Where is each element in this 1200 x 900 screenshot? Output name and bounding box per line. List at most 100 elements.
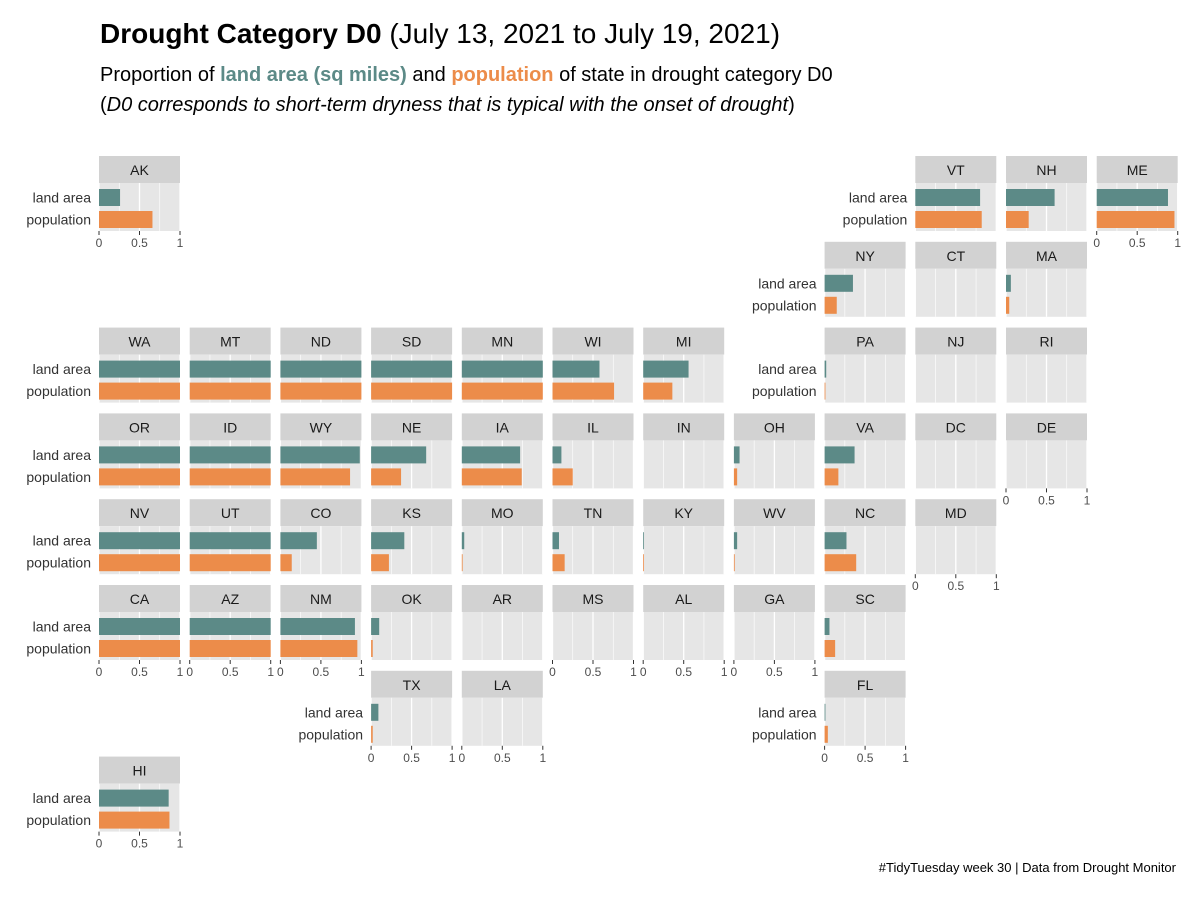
subtitle-part1: Proportion of	[100, 64, 221, 86]
strip-label-tn: TN	[584, 505, 603, 521]
bar-land-area-id	[189, 446, 271, 464]
bar-land-area-nc	[824, 532, 847, 550]
x-tick-label-tx-1: 0.5	[403, 751, 420, 765]
subtitle-part3: of state in drought category D0	[553, 64, 833, 86]
bar-population-nc	[824, 554, 857, 572]
x-tick-label-la-1: 0.5	[494, 751, 511, 765]
strip-label-ga: GA	[764, 591, 785, 607]
strip-label-ct: CT	[946, 248, 965, 264]
x-tick-label-hi-2: 1	[177, 837, 184, 851]
strip-md	[915, 499, 997, 527]
strip-sd	[371, 327, 453, 355]
bar-population-nh	[1006, 211, 1029, 228]
bar-land-area-nm	[280, 618, 355, 635]
bar-land-area-wv	[733, 532, 738, 550]
bar-land-area-hi	[99, 789, 169, 807]
strip-label-ky: KY	[674, 505, 693, 521]
x-tick-label-nm-1: 0.5	[313, 665, 330, 679]
bar-population-tx	[371, 725, 373, 743]
chart-subtitle: Proportion of land area (sq miles) and p…	[100, 64, 833, 87]
strip-wi	[552, 327, 634, 355]
bar-population-ma	[1006, 296, 1010, 314]
bar-land-area-wi	[552, 360, 600, 378]
strip-al	[643, 585, 725, 612]
strip-label-ne: NE	[402, 419, 421, 435]
strip-nm	[280, 585, 362, 612]
strip-ak	[99, 156, 180, 183]
bar-land-area-tn	[552, 532, 559, 550]
strip-label-co: CO	[310, 505, 331, 521]
y-label-population-wa: population	[26, 383, 91, 399]
bar-land-area-wa	[99, 360, 180, 378]
bar-land-area-tx	[371, 703, 379, 721]
note-open-paren: (	[100, 94, 107, 116]
strip-label-wi: WI	[584, 334, 601, 350]
x-tick-label-az-2: 1	[267, 665, 274, 679]
x-tick-label-la-2: 1	[539, 751, 546, 765]
bar-land-area-va	[824, 446, 855, 464]
bar-land-area-az	[189, 618, 271, 635]
y-label-land-area-ca: land area	[33, 619, 92, 635]
bar-population-mo	[461, 554, 463, 572]
bar-population-tn	[552, 554, 565, 572]
strip-mi	[643, 327, 725, 355]
y-label-population-ny: population	[752, 297, 817, 313]
bar-population-ia	[461, 468, 522, 486]
strip-co	[280, 499, 362, 527]
bar-population-mi	[643, 382, 673, 400]
x-tick-label-la-0: 0	[458, 751, 465, 765]
x-tick-label-me-1: 0.5	[1129, 236, 1146, 250]
x-tick-label-hi-0: 0	[96, 837, 103, 851]
x-tick-label-ms-1: 0.5	[585, 665, 602, 679]
y-label-population-fl: population	[752, 726, 817, 742]
bar-land-area-ma	[1006, 274, 1011, 292]
bar-population-nd	[280, 382, 362, 400]
bar-land-area-sc	[824, 618, 830, 635]
x-tick-label-al-2: 1	[721, 665, 728, 679]
strip-ma	[1006, 241, 1087, 269]
bar-population-ky	[643, 554, 645, 572]
bar-population-ca	[99, 640, 180, 657]
subtitle-population: population	[451, 64, 554, 86]
bar-population-va	[824, 468, 839, 486]
bar-land-area-co	[280, 532, 317, 550]
strip-nh	[1006, 156, 1087, 183]
bar-population-ak	[99, 211, 153, 228]
strip-sc	[824, 585, 906, 612]
strip-dc	[915, 413, 997, 441]
y-label-population-or: population	[26, 469, 91, 485]
strip-label-la: LA	[494, 677, 512, 693]
strip-label-il: IL	[587, 419, 599, 435]
strip-nv	[99, 499, 180, 527]
bar-population-az	[189, 640, 271, 657]
y-label-land-area-vt: land area	[849, 190, 908, 206]
x-tick-label-az-0: 0	[186, 665, 193, 679]
chart-title-dates: (July 13, 2021 to July 19, 2021)	[389, 18, 781, 49]
y-label-land-area-ny: land area	[758, 275, 817, 291]
bar-population-mt	[189, 382, 271, 400]
x-tick-label-de-0: 0	[1003, 493, 1010, 507]
strip-label-wy: WY	[310, 419, 333, 435]
strip-label-id: ID	[223, 419, 237, 435]
bar-land-area-mi	[643, 360, 689, 378]
strip-label-ma: MA	[1036, 248, 1058, 264]
strip-ar	[461, 585, 543, 612]
strip-label-in: IN	[677, 419, 691, 435]
strip-ia	[461, 413, 543, 441]
strip-ne	[371, 413, 453, 441]
strip-label-tx: TX	[403, 677, 422, 693]
bar-land-area-ca	[99, 618, 180, 635]
strip-label-nd: ND	[311, 334, 331, 350]
strip-label-ms: MS	[583, 591, 604, 607]
x-tick-label-nm-0: 0	[277, 665, 284, 679]
strip-label-de: DE	[1037, 419, 1056, 435]
bar-land-area-ky	[643, 532, 645, 550]
strip-tn	[552, 499, 634, 527]
x-tick-label-ms-2: 1	[630, 665, 637, 679]
y-label-population-pa: population	[752, 383, 817, 399]
strip-vt	[915, 156, 997, 183]
bar-population-il	[552, 468, 573, 486]
strip-label-hi: HI	[133, 763, 147, 779]
x-tick-label-hi-1: 0.5	[131, 837, 148, 851]
